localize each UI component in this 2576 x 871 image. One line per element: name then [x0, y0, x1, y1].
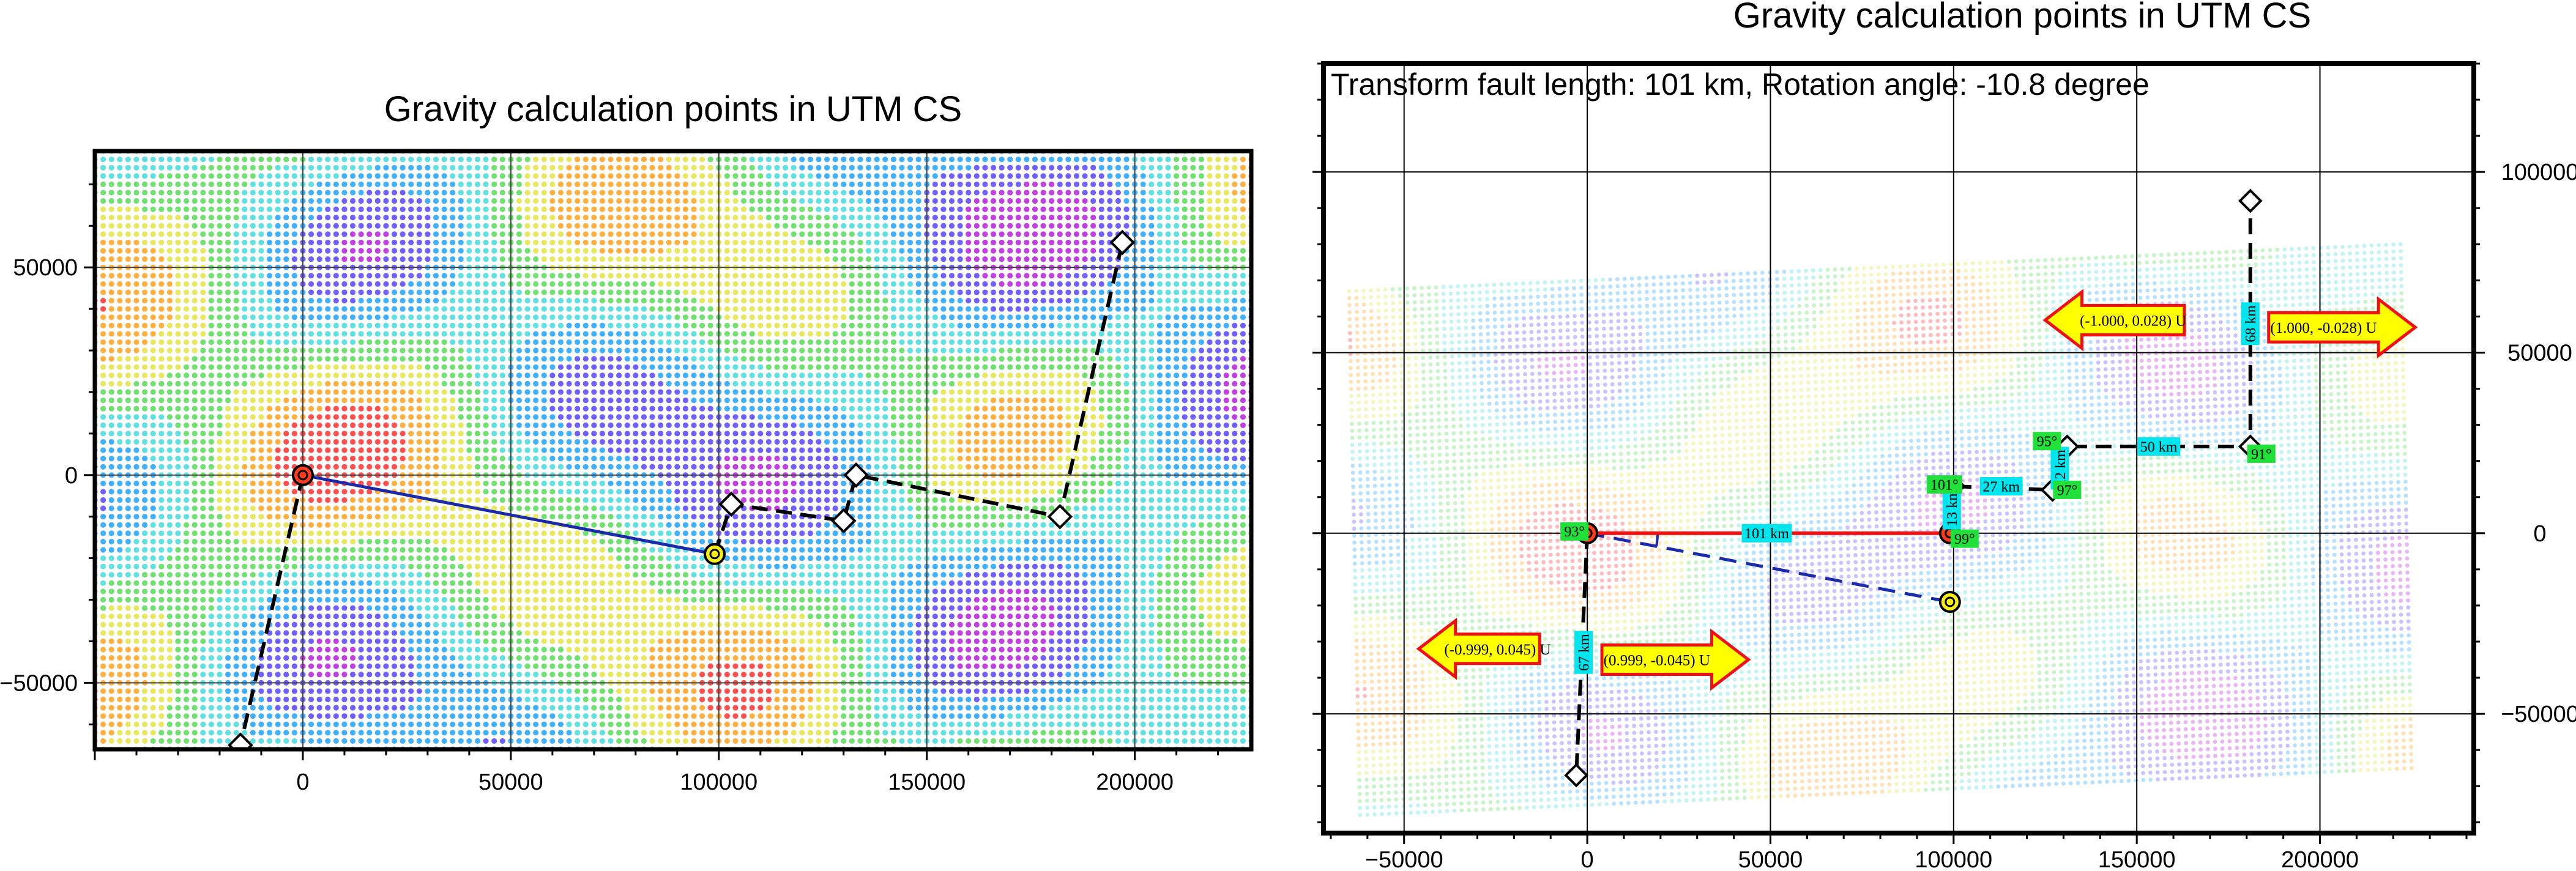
right-vector-arrow-label-3: (1.000, -0.028) U: [2270, 320, 2377, 336]
left-marker-4: [1047, 503, 1073, 530]
right-segment-label-2-bg: [1942, 486, 1961, 530]
right-segment-label-1-bg: [1741, 524, 1792, 543]
right-angle-label-2-bg: [1926, 475, 1962, 494]
left-x-tick-label: 100000: [680, 769, 758, 795]
left-marker-2: [830, 508, 857, 534]
left-fault-line: [302, 473, 715, 556]
right-segment-label-6: 68 km: [2241, 302, 2260, 346]
right-vector-arrow-0: [1416, 617, 1541, 680]
right-segment-label-1-text: 101 km: [1744, 526, 1789, 542]
right-angle-label-1: 99°: [1950, 529, 1979, 548]
right-vector-arrow-3: [2267, 296, 2418, 359]
right-y-tick-label: 50000: [2507, 340, 2572, 366]
left-y-tick-label: −50000: [0, 670, 78, 696]
right-unrotated-fault-line: [1587, 532, 1951, 604]
right-angle-label-5-bg: [2247, 444, 2276, 463]
right-angle-label-5-text: 91°: [2251, 447, 2272, 462]
left-x-tick-label: 50000: [478, 769, 543, 795]
left-x-tick-label: 150000: [888, 769, 966, 795]
left-chart: Gravity calculation points in UTM CS 0 50…: [0, 89, 1254, 795]
left-y-tick-label: 0: [65, 463, 78, 489]
right-vector-arrow-1: [1600, 628, 1751, 691]
left-marker-5: [1109, 229, 1136, 256]
left-gravity-points: [95, 151, 1251, 749]
left-y-tick-label: 50000: [13, 255, 78, 281]
right-x-tick-label: 50000: [1738, 847, 1803, 871]
right-segment-label-4: 12 km: [2050, 447, 2069, 490]
right-angle-label-1-bg: [1950, 529, 1979, 548]
left-fault-end-point: [703, 543, 726, 565]
right-marker-5: [2238, 188, 2263, 213]
right-axis: −50000 0 50000 100000 150000 200000 −50000 0 500…: [1312, 62, 2576, 871]
right-segment-label-2-text: 13 km: [1945, 489, 1960, 527]
right-chart: Gravity calculation points in UTM CS 67 …: [1312, 0, 2576, 871]
right-segment-label-0-text: 67 km: [1576, 634, 1592, 671]
right-overlay: 67 km 101 km 13 km 27 km 12 km 50 km 68 km 93° 9…: [1416, 188, 2418, 788]
right-angle-label-3: 97°: [2053, 480, 2082, 499]
right-segment-label-1: 101 km: [1741, 524, 1792, 543]
left-dashed-path: [239, 475, 305, 746]
left-dashed-path: [713, 242, 1125, 555]
left-marker-0: [228, 732, 253, 749]
right-angle-label-0-bg: [1560, 522, 1589, 541]
right-marker-0: [1564, 763, 1588, 788]
right-angle-label-5: 91°: [2247, 444, 2276, 463]
right-segment-label-3-text: 27 km: [1982, 479, 2020, 495]
right-segment-label-6-bg: [2241, 302, 2260, 346]
right-segment-label-3: 27 km: [1979, 477, 2023, 496]
right-rotation-arc: [1655, 533, 1659, 547]
right-y-tick-label: 0: [2533, 521, 2546, 547]
right-segment-label-4-text: 12 km: [2053, 450, 2069, 487]
right-x-tick-label: −50000: [1365, 847, 1443, 871]
right-angle-label-4-text: 95°: [2037, 434, 2058, 450]
left-x-tick-label: 0: [296, 769, 309, 795]
right-y-tick-label: 100000: [2501, 160, 2576, 185]
right-vector-arrow-label-2: (-1.000, 0.028) U: [2080, 313, 2186, 329]
right-vector-arrow-label-0: (-0.999, 0.045) U: [1444, 642, 1550, 658]
right-vector-arrow-label-1: (0.999, -0.045) U: [1604, 653, 1710, 669]
right-y-tick-label: −50000: [2501, 702, 2576, 727]
left-plot-frame: [92, 149, 1254, 752]
left-marker-3: [843, 462, 869, 488]
right-x-tick-label: 100000: [1915, 847, 1992, 871]
left-origin-point-ring: [297, 470, 308, 481]
left-axis: 0 50000 100000 150000 200000 −50000 0 50000: [0, 183, 1219, 795]
left-origin-point: [291, 464, 314, 486]
right-segment-label-4-bg: [2050, 447, 2069, 490]
right-segment-label-3-bg: [1979, 477, 2023, 496]
right-chart-title: Gravity calculation points in UTM CS: [1733, 0, 2311, 35]
right-vector-arrow-2: [2042, 289, 2186, 352]
right-angle-label-2: 101°: [1926, 475, 1962, 494]
left-x-tick-label: 200000: [1096, 769, 1174, 795]
right-angle-label-2-text: 101°: [1930, 477, 1959, 493]
left-fault-end-point-ring: [709, 549, 720, 560]
right-angle-label-0-text: 93°: [1564, 524, 1585, 540]
right-segment-label-6-text: 68 km: [2243, 305, 2259, 343]
right-x-tick-label: 150000: [2098, 847, 2176, 871]
right-segment-label-5-text: 50 km: [2140, 439, 2178, 455]
right-dashed-path: [1574, 533, 1590, 776]
right-unrotated-end-point-ring: [1945, 596, 1956, 607]
right-plot-frame: [1321, 61, 2476, 836]
right-x-tick-label: 0: [1581, 847, 1594, 871]
right-angle-label-3-bg: [2053, 480, 2082, 499]
left-chart-title: Gravity calculation points in UTM CS: [384, 89, 962, 129]
right-segment-label-2: 13 km: [1942, 486, 1961, 530]
right-chart-annotation: Transform fault length: 101 km, Rotation…: [1331, 67, 2150, 102]
right-angle-label-4-bg: [2033, 432, 2061, 451]
left-marker-1: [718, 491, 745, 517]
right-unrotated-end-point: [1938, 591, 1961, 613]
right-angle-label-1-text: 99°: [1954, 532, 1975, 547]
right-x-tick-label: 200000: [2281, 847, 2359, 871]
right-segment-label-0-bg: [1574, 631, 1593, 674]
right-angle-label-3-text: 97°: [2057, 483, 2078, 499]
right-segment-label-0: 67 km: [1574, 631, 1593, 674]
left-gridlines: [95, 151, 1251, 749]
right-angle-label-0: 93°: [1560, 522, 1589, 541]
left-overlay: [228, 229, 1136, 749]
right-segment-label-5: 50 km: [2137, 437, 2181, 456]
right-angle-label-4: 95°: [2033, 432, 2061, 451]
right-segment-label-5-bg: [2137, 437, 2181, 456]
